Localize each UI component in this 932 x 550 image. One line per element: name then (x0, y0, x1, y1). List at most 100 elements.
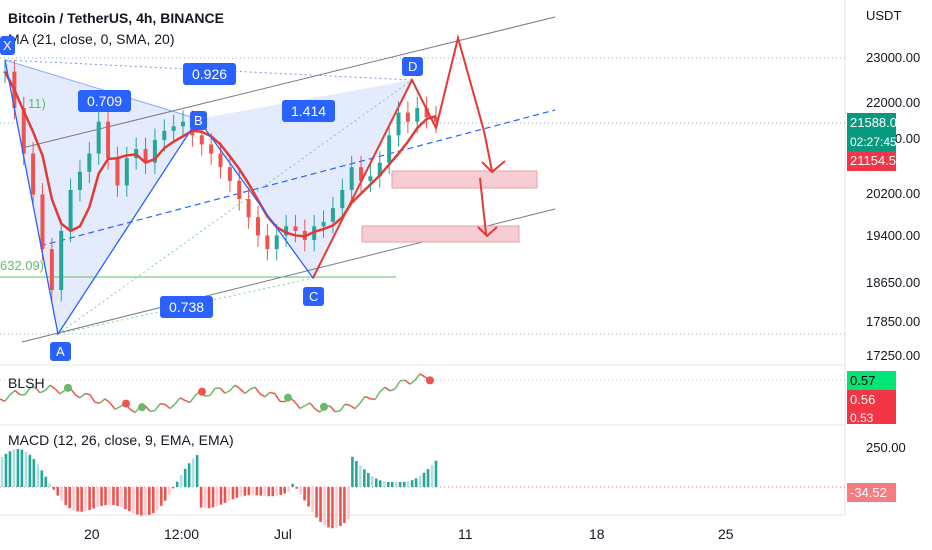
blsh-segment (99, 398, 106, 404)
candle-body (237, 180, 242, 200)
macd-bar (315, 487, 318, 518)
candle-body (124, 158, 129, 186)
macd-bar (418, 475, 422, 487)
candle-body (340, 189, 345, 209)
macd-bar (323, 487, 326, 526)
macd-bar (88, 487, 91, 510)
macd-bar (191, 458, 195, 487)
point-d-label[interactable]: D (402, 57, 424, 76)
macd-bar (100, 487, 103, 506)
macd-bar (56, 487, 60, 496)
macd-bar (267, 487, 271, 497)
blsh-segment (219, 387, 226, 394)
point-x-label[interactable]: X (0, 36, 15, 55)
macd-bar (370, 476, 374, 487)
macd-bar (64, 487, 68, 506)
candle-body (284, 226, 289, 236)
macd-bar (378, 480, 382, 487)
macd-bar (339, 487, 342, 526)
projection-arrow-2 (477, 226, 498, 238)
ma-legend[interactable]: MA (21, close, 0, SMA, 20) (8, 31, 175, 47)
macd-bar (243, 487, 247, 496)
blsh-badge-3: 0.53 (847, 409, 896, 424)
macd-bar (167, 487, 171, 495)
candle-body (96, 121, 101, 154)
blsh-segment (114, 406, 121, 410)
macd-bar (195, 455, 199, 487)
blsh-segment (4, 394, 11, 402)
channel-midline (39, 109, 556, 247)
blsh-segment (174, 397, 181, 405)
point-b-label[interactable]: B (190, 111, 207, 130)
macd-bar (347, 487, 350, 520)
blsh-segment (384, 386, 391, 392)
candle-body (59, 230, 64, 291)
ratio-xb-label[interactable]: 0.926 (183, 63, 237, 85)
time-tick: 25 (718, 526, 734, 542)
macd-bar (132, 487, 135, 514)
macd-bar (207, 487, 211, 509)
blsh-segment (154, 403, 161, 412)
macd-bar (271, 487, 275, 497)
macd-bar (255, 487, 259, 496)
macd-bar (319, 487, 322, 522)
blsh-segment (79, 393, 86, 399)
blsh-segment (379, 386, 386, 393)
projection-drop-1 (483, 130, 493, 172)
blsh-signal-dot (122, 399, 130, 408)
blsh-segment (59, 389, 66, 395)
macd-bar (426, 469, 430, 487)
macd-title[interactable]: MACD (12, 26, close, 9, EMA, EMA) (8, 432, 234, 448)
candle-body (434, 117, 438, 122)
macd-bar (159, 487, 163, 506)
candle-body (405, 112, 410, 122)
blsh-segment (239, 388, 246, 395)
macd-bar (263, 487, 267, 497)
blsh-segment (14, 389, 21, 396)
ratio-bd-label[interactable]: 1.414 (282, 100, 336, 122)
blsh-signal-dot (64, 383, 72, 392)
ratio-ac-label[interactable]: 0.738 (160, 296, 214, 318)
macd-bar (12, 449, 16, 487)
candle-body (143, 149, 148, 163)
macd-bar (40, 470, 44, 487)
blsh-segment (54, 388, 61, 395)
price-tick: 18650.00 (866, 275, 921, 290)
blsh-segment (249, 386, 256, 391)
macd-bar (359, 465, 362, 487)
macd-bar (331, 487, 334, 529)
blsh-segment (349, 404, 356, 410)
candle-body (31, 153, 36, 195)
macd-bar (291, 483, 294, 487)
blsh-segment (204, 394, 211, 397)
price-tick: 17850.00 (866, 314, 921, 329)
blsh-segment (159, 403, 166, 406)
blsh-segment (299, 404, 306, 410)
ratio-ab-label[interactable]: 0.709 (78, 90, 132, 112)
macd-bar (152, 487, 155, 514)
blsh-segment (94, 401, 101, 404)
blsh-title[interactable]: BLSH (8, 375, 45, 391)
blsh-segment (104, 398, 111, 404)
macd-bar (16, 448, 20, 487)
candle-body (87, 153, 92, 172)
macd-bar (287, 487, 290, 492)
point-a-label[interactable]: A (50, 342, 71, 361)
blsh-segment (404, 379, 411, 385)
price-tick: 22000.00 (866, 95, 921, 110)
macd-bar (44, 476, 48, 487)
macd-bar (414, 478, 418, 487)
price-tick: 19400.00 (866, 228, 921, 243)
macd-bar (199, 487, 203, 508)
blsh-segment (274, 393, 281, 402)
macd-bar (36, 464, 40, 487)
macd-bar (398, 481, 402, 487)
macd-bar (203, 487, 207, 509)
candle-body (209, 144, 214, 154)
point-c-label[interactable]: C (303, 287, 325, 306)
macd-bar (124, 487, 127, 510)
macd-bar (92, 487, 95, 509)
blsh-segment (229, 384, 236, 392)
macd-bar (211, 487, 215, 508)
